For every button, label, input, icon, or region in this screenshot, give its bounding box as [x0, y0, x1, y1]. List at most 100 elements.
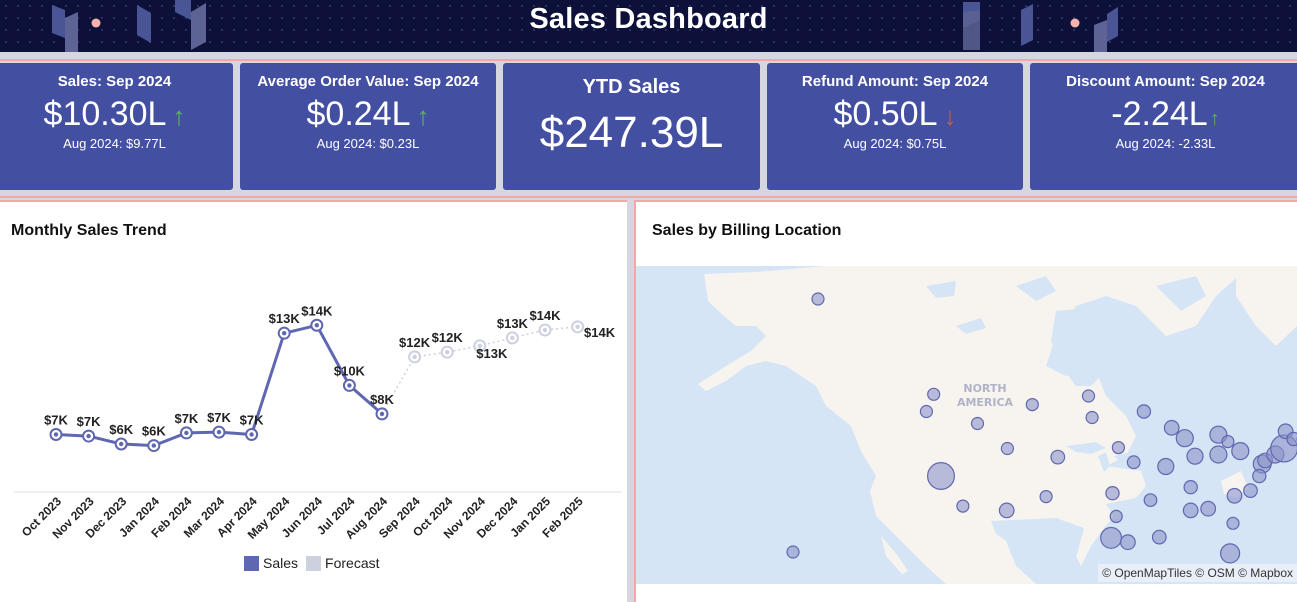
location-bubble[interactable]	[956, 499, 970, 513]
kpi-card-average-order-value[interactable]: Average Order Value: Sep 2024 $0.24L ↑ Au…	[240, 63, 496, 190]
sales-point-center	[119, 441, 124, 447]
kpi-comparison: Aug 2024: $0.23L	[316, 136, 420, 152]
forecast-point-center	[575, 324, 580, 330]
kpi-comparison: Aug 2024: $9.77L	[63, 136, 166, 152]
location-bubble[interactable]	[1100, 526, 1123, 549]
kpi-comparison: Aug 2024: $0.75L	[843, 136, 947, 152]
kpi-card-discount-amount[interactable]: Discount Amount: Sep 2024 -2.24L ↑ Aug 20…	[1030, 63, 1297, 190]
location-bubble[interactable]	[927, 462, 956, 491]
data-label: $6K	[109, 422, 133, 437]
location-bubble[interactable]	[970, 416, 985, 431]
forecast-point-center	[542, 327, 548, 333]
location-bubble[interactable]	[1111, 441, 1125, 455]
arrow-up-icon: ↑	[416, 101, 430, 131]
location-bubble[interactable]	[1025, 398, 1039, 412]
location-bubble[interactable]	[1143, 493, 1158, 508]
data-label: $8K	[370, 392, 394, 407]
location-bubble[interactable]	[1081, 389, 1096, 403]
map-canvas[interactable]: NORTH AMERICA	[636, 266, 1297, 584]
location-bubble[interactable]	[1163, 419, 1180, 436]
location-bubble[interactable]	[927, 387, 941, 401]
data-label: $13K	[476, 346, 508, 361]
kpi-card-sales[interactable]: Sales: Sep 2024 $10.30L ↑ Aug 2024: $9.77…	[0, 63, 233, 190]
kpi-value: -2.24L ↑	[1030, 95, 1297, 133]
sales-point-center	[216, 429, 222, 435]
forecast-point-center	[445, 349, 450, 355]
location-bubble[interactable]	[1175, 429, 1194, 448]
data-label: $14K	[529, 308, 561, 323]
data-label: $12K	[399, 335, 431, 350]
location-bubble[interactable]	[1226, 516, 1240, 530]
location-bubble[interactable]	[1182, 502, 1199, 519]
location-bubble[interactable]	[1120, 534, 1136, 551]
location-bubble[interactable]	[1200, 500, 1217, 517]
legend-swatch	[306, 555, 322, 571]
forecast-point-center	[510, 335, 515, 341]
sales-point-center	[53, 432, 59, 437]
sales-point-center	[151, 443, 156, 448]
kpi-title: Discount Amount: Sep 2024	[1066, 73, 1265, 90]
data-label: $13K	[269, 311, 301, 326]
data-label: $13K	[497, 316, 529, 331]
kpi-card-refund-amount[interactable]: Refund Amount: Sep 2024 $0.50L ↓ Aug 2024…	[767, 63, 1023, 190]
legend-label: Sales	[263, 555, 299, 571]
legend-item-forecast[interactable]: Forecast	[306, 555, 380, 571]
data-label: $7K	[174, 411, 198, 426]
location-bubble[interactable]	[1157, 457, 1175, 476]
location-bubble[interactable]	[1286, 431, 1297, 447]
location-bubble[interactable]	[998, 502, 1015, 519]
monthly-sales-trend-panel: Monthly Sales Trend $7K $7K $6K $6K $7K $7K $7…	[0, 200, 627, 602]
location-bubble[interactable]	[1000, 441, 1014, 456]
data-label: $10K	[334, 363, 366, 378]
location-bubble[interactable]	[1219, 543, 1241, 564]
page-title: Sales Dashboard	[529, 3, 768, 35]
location-bubble[interactable]	[1050, 449, 1066, 465]
kpi-value: $10.30L ↑	[0, 95, 233, 133]
landmass	[698, 266, 1297, 584]
kpi-value: $247.39L	[539, 108, 724, 157]
location-bubble[interactable]	[1231, 442, 1250, 461]
data-label: $14K	[301, 303, 333, 318]
kpi-title: Average Order Value: Sep 2024	[257, 73, 479, 90]
header-dot-pattern	[0, 0, 1297, 52]
location-bubble[interactable]	[1243, 483, 1258, 499]
kpi-value: $0.50L ↓	[767, 95, 1023, 133]
legend-swatch	[244, 555, 259, 571]
panel-title: Sales by Billing Location	[652, 222, 842, 239]
location-bubble[interactable]	[1221, 435, 1235, 449]
kpi-comparison: Aug 2024: -2.33L	[1115, 136, 1216, 152]
map-attribution[interactable]: © OpenMapTiles © OSM © Mapbox	[1098, 564, 1297, 582]
bubble-map[interactable]: NORTH AMERICA © OpenMapTiles © OSM © Map…	[636, 266, 1297, 584]
kpi-card-ytd-sales[interactable]: YTD Sales $247.39L	[503, 63, 760, 190]
dashboard-header: Sales Dashboard	[0, 0, 1297, 52]
location-bubble[interactable]	[1226, 487, 1243, 504]
kpi-title: Sales: Sep 2024	[57, 73, 172, 90]
location-bubble[interactable]	[1136, 404, 1152, 419]
location-bubble[interactable]	[1183, 479, 1198, 495]
data-label: $14K	[584, 325, 616, 340]
sales-by-billing-location-panel: Sales by Billing Location	[634, 200, 1297, 602]
location-bubble[interactable]	[1186, 447, 1204, 465]
chart-legend: Sales Forecast	[244, 555, 388, 571]
sales-point-center	[86, 433, 91, 439]
data-label: $12K	[432, 330, 464, 345]
panel-title: Monthly Sales Trend	[11, 222, 167, 239]
header-decoration	[52, 0, 1118, 52]
location-bubble[interactable]	[1151, 529, 1167, 545]
legend-label: Forecast	[325, 555, 380, 571]
panel-divider[interactable]	[627, 198, 634, 602]
location-bubble[interactable]	[1085, 410, 1099, 425]
location-bubble[interactable]	[1039, 490, 1053, 504]
location-bubble[interactable]	[1126, 455, 1141, 470]
location-bubble[interactable]	[811, 292, 825, 306]
map-bubbles	[786, 292, 1297, 564]
location-bubble[interactable]	[1252, 468, 1267, 484]
location-bubble[interactable]	[919, 404, 933, 419]
location-bubble[interactable]	[1109, 509, 1123, 523]
location-bubble[interactable]	[1105, 485, 1120, 501]
location-bubble[interactable]	[786, 545, 800, 559]
data-label: $7K	[44, 413, 68, 428]
arrow-up-icon: ↑	[172, 101, 186, 131]
location-bubble[interactable]	[1209, 445, 1228, 464]
legend-item-sales[interactable]: Sales	[244, 555, 298, 571]
